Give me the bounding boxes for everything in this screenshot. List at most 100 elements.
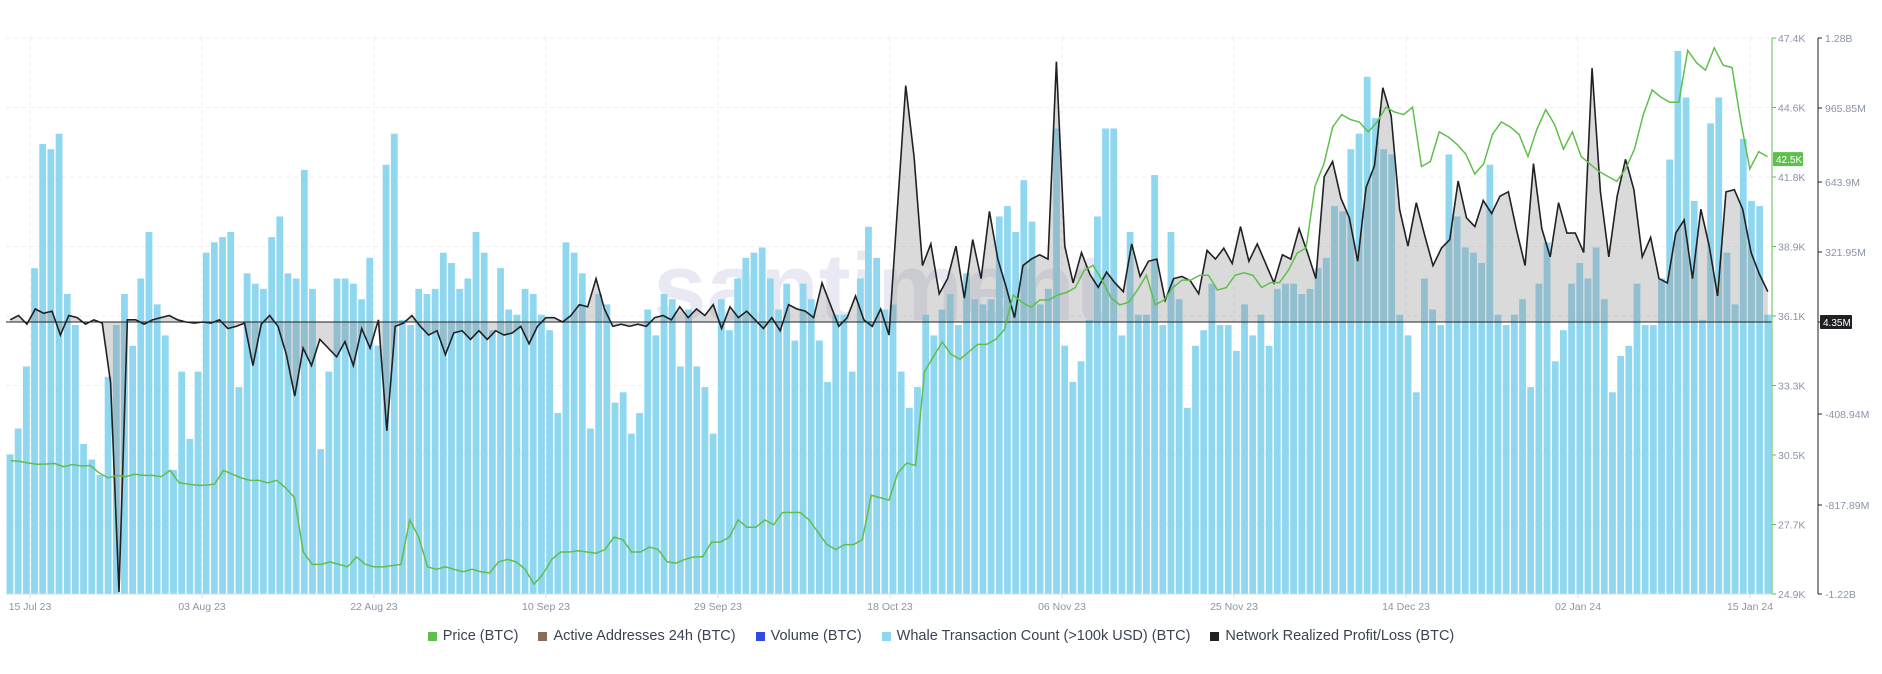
- whale-bar: [1241, 304, 1248, 594]
- whale-bar: [726, 330, 733, 594]
- whale-bar: [1306, 288, 1314, 594]
- whale-bar: [1748, 200, 1755, 595]
- whale-bar: [341, 278, 349, 594]
- whale-bar: [1094, 216, 1101, 594]
- whale-bar: [1298, 294, 1306, 594]
- legend-item-volume[interactable]: Volume (BTC): [755, 628, 862, 644]
- whale-bar: [439, 252, 447, 594]
- x-tick-label: 29 Sep 23: [694, 601, 742, 613]
- whale-bar: [1478, 262, 1486, 594]
- nrpl-tick-label: -817.89M: [1825, 500, 1869, 512]
- whale-bar: [1617, 356, 1625, 594]
- whale-bar: [1331, 206, 1338, 594]
- whale-bar: [1609, 392, 1616, 594]
- whale-bar: [529, 294, 537, 594]
- whale-bar: [202, 252, 210, 594]
- x-tick-label: 22 Aug 23: [350, 601, 397, 613]
- whale-bar: [1543, 242, 1551, 595]
- legend-swatch-nrpl: [1210, 631, 1220, 641]
- nrpl-line: [9, 61, 1769, 593]
- whale-bar: [227, 231, 235, 594]
- whale-bar: [1527, 387, 1535, 594]
- whale-bar: [521, 288, 529, 594]
- legend-swatch-price: [427, 631, 437, 641]
- nrpl-tick-label: 321.95M: [1825, 247, 1866, 259]
- legend-label-nrpl: Network Realized Profit/Loss (BTC): [1225, 628, 1455, 644]
- whale-bar: [1110, 128, 1118, 594]
- legend-item-price[interactable]: Price (BTC): [427, 628, 518, 644]
- whale-bar: [14, 428, 22, 594]
- nrpl-current-badge: [1820, 315, 1852, 329]
- whale-bar: [1216, 325, 1224, 594]
- whale-bar: [1600, 299, 1608, 594]
- whale-bar: [1568, 283, 1575, 594]
- price-tick-label: 30.5K: [1778, 450, 1805, 462]
- whale-bar: [145, 231, 153, 594]
- legend-item-nrpl[interactable]: Network Realized Profit/Loss (BTC): [1210, 628, 1454, 644]
- whale-bar: [1625, 345, 1633, 594]
- whale-bar: [799, 283, 807, 594]
- whale-bar: [235, 387, 243, 594]
- legend-label-active-addresses: Active Addresses 24h (BTC): [553, 628, 736, 644]
- whale-bar: [194, 371, 202, 594]
- whale-bar: [63, 294, 71, 594]
- whale-bar: [1175, 299, 1183, 594]
- whale-bar: [423, 294, 431, 594]
- whale-bar: [1102, 128, 1109, 594]
- whale-bar: [1453, 216, 1461, 594]
- whale-bar: [431, 288, 439, 594]
- x-tick-label: 03 Aug 23: [178, 601, 225, 613]
- x-tick-label: 15 Jan 24: [1727, 601, 1773, 613]
- whale-bar: [276, 216, 284, 594]
- whale-bar: [1429, 309, 1436, 594]
- whale-bar: [897, 371, 905, 594]
- whale-bar: [1224, 325, 1232, 594]
- whale-bar: [873, 257, 881, 594]
- whale-bar: [1731, 304, 1739, 594]
- whale-bar: [881, 309, 889, 594]
- whale-bar: [856, 278, 864, 594]
- nrpl-tick-label: 965.85M: [1825, 103, 1866, 115]
- whale-bar: [1437, 325, 1445, 594]
- whale-bar: [349, 283, 357, 594]
- whale-bar: [104, 376, 112, 594]
- whale-bar: [1486, 164, 1494, 594]
- whale-bar: [268, 237, 276, 594]
- whale-bar: [1690, 200, 1698, 595]
- whale-bar: [284, 273, 292, 594]
- whale-bar: [1036, 304, 1044, 594]
- legend-item-whale-tx[interactable]: Whale Transaction Count (>100k USD) (BTC…: [881, 628, 1190, 644]
- whale-bar: [660, 294, 668, 594]
- whale-bar: [211, 242, 218, 595]
- legend-item-active-addresses[interactable]: Active Addresses 24h (BTC): [538, 628, 736, 644]
- whale-bar: [6, 454, 14, 594]
- whale-bar: [1421, 278, 1428, 594]
- whale-bar: [219, 237, 226, 594]
- whale-bar: [709, 433, 717, 594]
- whale-bar: [734, 278, 742, 594]
- whale-bar: [1028, 221, 1036, 595]
- whale-bar: [1723, 252, 1731, 594]
- whale-bar: [47, 149, 55, 594]
- whale-bar: [1502, 325, 1510, 594]
- whale-bar: [914, 387, 921, 594]
- whale-bar: [112, 325, 120, 594]
- legend-label-volume: Volume (BTC): [770, 628, 862, 644]
- whale-bar: [137, 278, 145, 594]
- whale-bar: [595, 294, 603, 594]
- whale-bar: [930, 335, 938, 594]
- whale-bar: [88, 459, 96, 594]
- whale-bar: [627, 433, 635, 594]
- whale-bar: [448, 262, 455, 594]
- whale-bar: [775, 309, 782, 594]
- whale-bar: [971, 299, 979, 594]
- whale-bar: [1551, 361, 1559, 594]
- whale-bar: [1118, 335, 1126, 594]
- whale-bar: [1445, 154, 1453, 594]
- price-tick-label: 33.3K: [1778, 381, 1805, 393]
- whale-bar: [153, 304, 161, 594]
- whale-bar: [1560, 330, 1567, 594]
- whale-bar: [382, 164, 390, 594]
- whale-bar: [415, 288, 423, 594]
- whale-bar: [1363, 76, 1371, 595]
